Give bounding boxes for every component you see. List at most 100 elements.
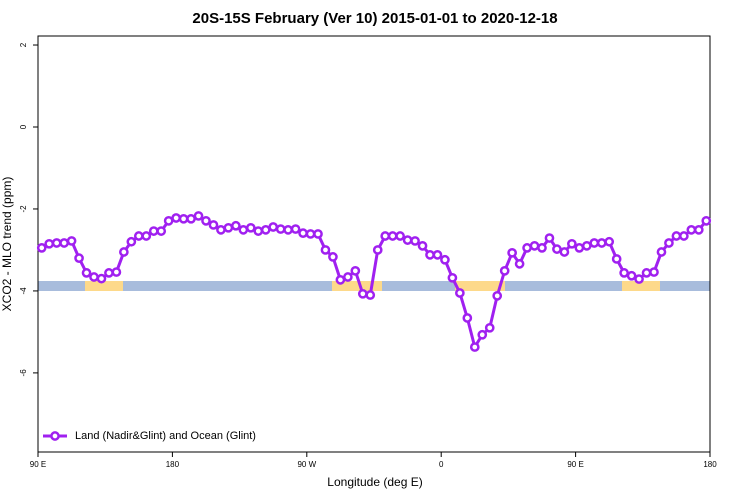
data-point (611, 254, 622, 264)
data-point (626, 270, 637, 281)
y-tick-label: 2 (19, 42, 28, 47)
data-point (462, 313, 473, 323)
y-tick-label: -4 (19, 287, 28, 295)
data-point (343, 272, 353, 282)
data-point (59, 238, 69, 248)
data-point (514, 259, 525, 269)
y-tick-label: -2 (19, 205, 28, 213)
data-point (440, 254, 450, 265)
x-tick-label: 90 E (30, 460, 46, 469)
land-band (455, 281, 505, 291)
data-point (574, 243, 585, 253)
data-point (447, 272, 458, 283)
data-point (402, 235, 413, 245)
data-point (686, 225, 697, 235)
data-point (357, 288, 368, 299)
data-point (89, 272, 99, 282)
data-point (484, 322, 495, 333)
data-point (44, 238, 55, 249)
data-point (320, 245, 331, 255)
data-point (417, 240, 428, 251)
data-point (119, 247, 129, 257)
x-tick-label: 180 (166, 460, 180, 469)
data-point (619, 268, 629, 278)
data-point (380, 231, 391, 241)
y-tick-label: 0 (19, 124, 28, 129)
surface-band (38, 281, 710, 291)
data-point (425, 250, 435, 260)
data-point (387, 231, 398, 241)
data-point (537, 243, 547, 253)
data-point (74, 253, 84, 263)
x-tick-label: 90 E (567, 460, 583, 469)
data-point (634, 274, 644, 284)
data-point (231, 220, 241, 231)
data-point (581, 240, 592, 251)
plot-frame (37, 35, 711, 453)
data-point (477, 329, 488, 340)
data-point (335, 275, 346, 285)
data-point (186, 213, 196, 224)
x-tick-label: 180 (703, 460, 717, 469)
data-point (216, 225, 226, 235)
data-point (693, 225, 704, 235)
x-tick-label: 0 (439, 460, 444, 469)
data-point (148, 226, 159, 236)
data-point (372, 245, 383, 255)
data-point (529, 240, 540, 251)
data-point (559, 247, 570, 257)
data-point (163, 215, 174, 226)
data-point (507, 247, 517, 258)
data-point (36, 243, 47, 253)
data-point (410, 236, 420, 246)
data-point (641, 268, 652, 278)
data-point (664, 238, 674, 248)
data-point (223, 222, 234, 233)
x-tick-label: 90 W (297, 460, 316, 469)
data-point (238, 225, 249, 235)
data-point (656, 247, 667, 257)
chart-title: 20S-15S February (Ver 10) 2015-01-01 to … (192, 10, 557, 27)
data-point (51, 238, 62, 248)
legend-label: Land (Nadir&Glint) and Ocean (Glint) (75, 430, 256, 442)
data-point (66, 236, 77, 246)
data-point (208, 220, 219, 230)
data-point (96, 273, 107, 284)
data-point (649, 267, 659, 277)
data-point (268, 222, 279, 232)
data-point (544, 233, 555, 243)
data-point (283, 225, 293, 235)
x-axis-label: Longitude (deg E) (327, 475, 422, 489)
data-point (671, 231, 682, 241)
y-axis-label: XCO2 - MLO trend (ppm) (0, 177, 14, 312)
land-band (85, 281, 123, 291)
land-band (332, 281, 382, 291)
data-point (104, 268, 114, 278)
data-point (395, 231, 405, 241)
data-point (596, 238, 607, 248)
data-point (275, 224, 286, 234)
data-point (178, 213, 189, 224)
data-point (260, 225, 271, 235)
data-point (604, 236, 615, 247)
data-point (701, 215, 712, 226)
data-point (313, 229, 323, 239)
y-tick-label: -6 (19, 369, 28, 377)
data-point (111, 267, 122, 277)
land-band (622, 281, 660, 291)
data-point (201, 215, 211, 226)
data-point (290, 224, 301, 234)
data-point (171, 213, 181, 223)
data-point (350, 265, 361, 276)
data-point (552, 244, 562, 254)
data-point (245, 222, 256, 233)
data-point (298, 228, 308, 238)
data-point (365, 290, 376, 300)
data-point (432, 250, 443, 260)
legend-marker (50, 431, 60, 441)
data-point (305, 229, 316, 239)
data-point (193, 211, 204, 221)
data-point (133, 231, 144, 241)
